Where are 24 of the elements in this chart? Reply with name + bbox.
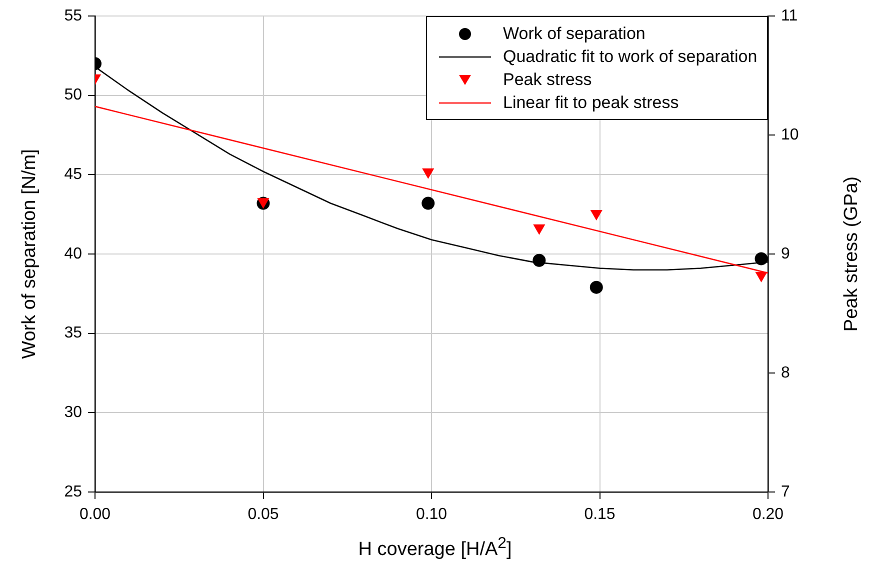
x-tick-label: 0.20 <box>752 506 784 524</box>
y-axis-title: Work of separation [N/m] <box>19 149 41 359</box>
y2-tick-label: 7 <box>781 483 790 500</box>
legend-label: Work of separation <box>503 24 646 44</box>
y2-tick-label: 11 <box>781 7 798 24</box>
y-tick-label: 40 <box>64 245 82 262</box>
y-tick-label: 45 <box>64 166 82 184</box>
y-tick-label: 30 <box>64 404 82 422</box>
x-tick-label: 0.15 <box>584 506 616 524</box>
legend-label: Linear fit to peak stress <box>503 92 679 112</box>
x-tick-label: 0.05 <box>248 506 279 524</box>
y2-axis-title: Peak stress (GPa) <box>841 176 863 332</box>
x-tick-label: 0.00 <box>79 506 111 524</box>
legend-label: Peak stress <box>503 70 592 90</box>
y-tick-label: 25 <box>64 483 82 500</box>
y-tick-label: 50 <box>64 86 82 104</box>
y2-tick-label: 9 <box>781 245 790 262</box>
x-axis-title: H coverage [H/A$^{2}$] <box>358 534 512 562</box>
legend-label: Quadratic fit to work of separation <box>503 46 758 66</box>
y2-tick-label: 8 <box>781 364 790 382</box>
y2-tick-label: 10 <box>781 126 799 144</box>
x-tick-label: 0.10 <box>416 506 448 524</box>
y-tick-label: 55 <box>64 7 82 24</box>
y-tick-label: 35 <box>64 324 82 342</box>
